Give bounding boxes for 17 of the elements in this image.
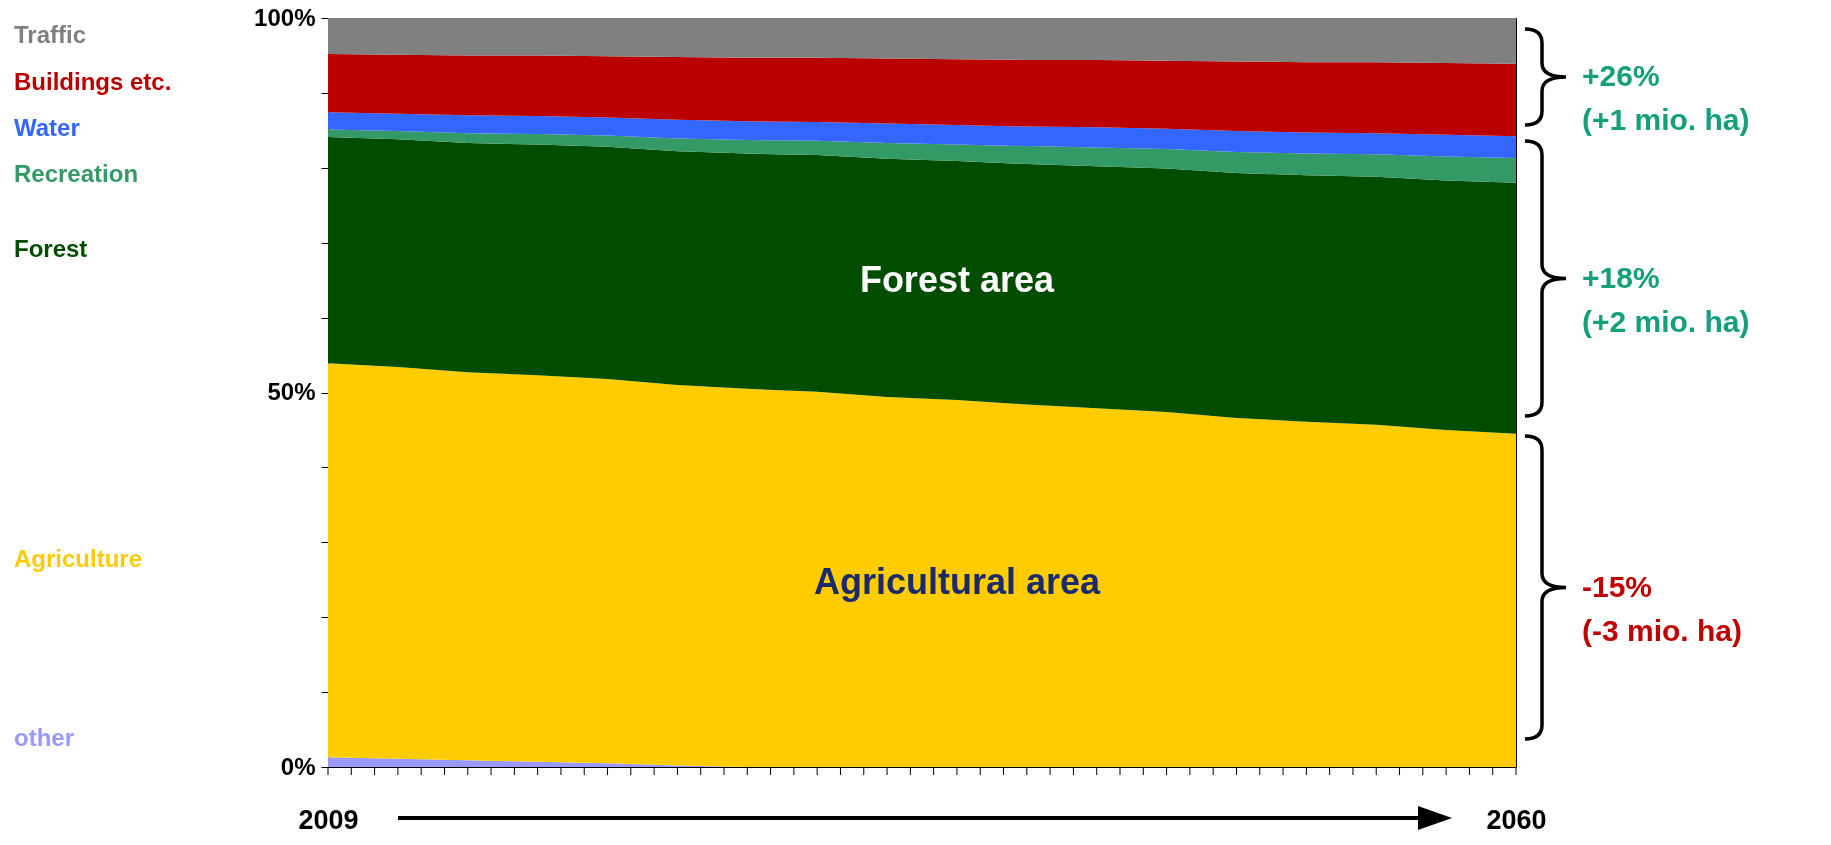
- annotation: Agricultural area: [813, 561, 1101, 603]
- text: other: [14, 724, 74, 751]
- x-tick-label: 2009: [298, 804, 359, 835]
- y-tick-label: 100%: [254, 3, 316, 31]
- x-tick-label: 2060: [1486, 804, 1547, 835]
- text: Traffic: [14, 20, 87, 48]
- y-tick-label: 0%: [280, 752, 316, 780]
- text: Buildings etc.: [14, 68, 172, 96]
- annotation: Forest area: [859, 258, 1055, 300]
- text: +18% (+2 mio. ha): [1582, 260, 1750, 338]
- text: Agriculture: [14, 545, 143, 573]
- y-tick-label: 50%: [267, 378, 316, 405]
- text: +26% (+1 mio. ha): [1582, 59, 1750, 136]
- text: Recreation: [14, 160, 139, 188]
- text: -15% (-3 mio. ha): [1582, 569, 1743, 647]
- text: Water: [14, 114, 80, 142]
- text: Forest: [14, 235, 88, 263]
